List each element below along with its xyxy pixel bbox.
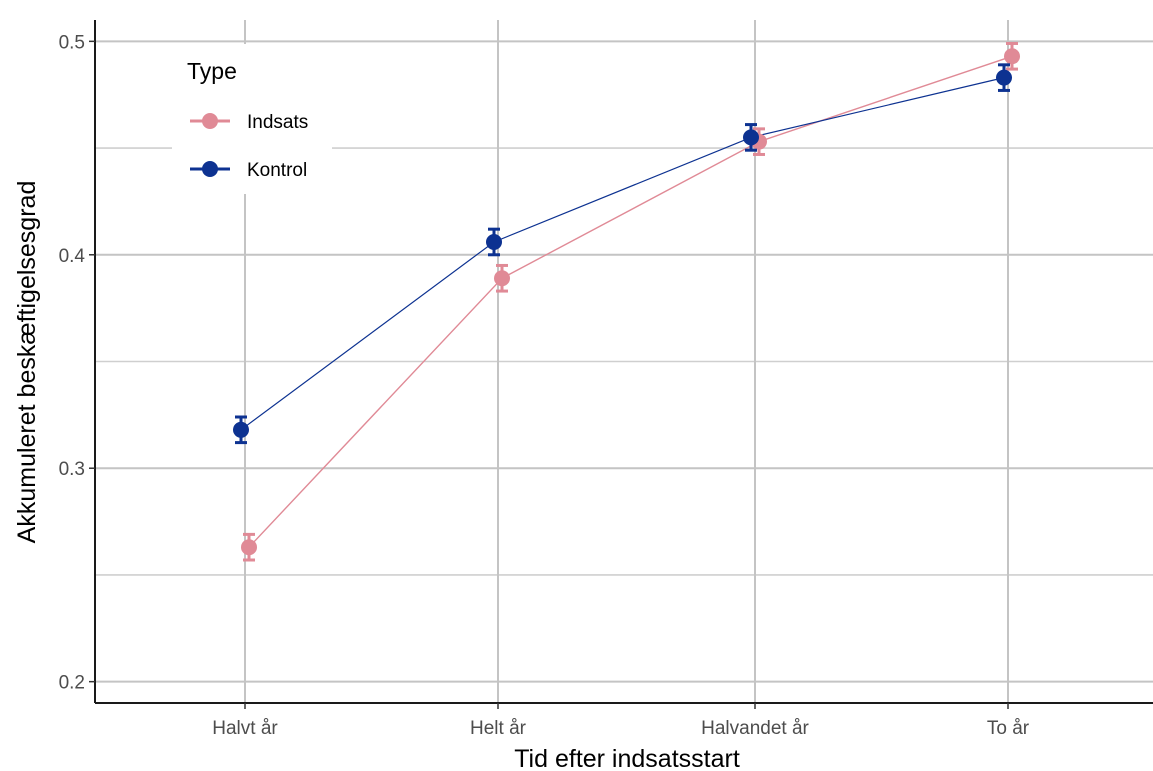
legend-key-marker-kontrol bbox=[202, 161, 218, 177]
x-tick-label-1: Helt år bbox=[470, 718, 527, 739]
x-axis-title: Tid efter indsatsstart bbox=[514, 745, 740, 771]
marker-kontrol-1 bbox=[486, 233, 502, 250]
marker-kontrol-3 bbox=[996, 69, 1012, 86]
legend-items: Indsats Kontrol bbox=[190, 112, 308, 181]
legend-label-kontrol: Kontrol bbox=[247, 160, 307, 181]
marker-kontrol-0 bbox=[233, 421, 249, 438]
marker-kontrol-2 bbox=[743, 129, 759, 146]
x-tick-label-2: Halvandet år bbox=[701, 718, 809, 739]
data-point-kontrol-3 bbox=[996, 63, 1012, 92]
data-point-kontrol-0 bbox=[233, 415, 249, 445]
data-point-indsats-0 bbox=[241, 532, 257, 562]
marker-indsats-0 bbox=[241, 539, 257, 556]
x-tick-label-3: To år bbox=[987, 718, 1030, 739]
marker-indsats-1 bbox=[494, 270, 510, 287]
x-tick-label-0: Halvt år bbox=[212, 718, 278, 739]
y-axis-title: Akkumuleret beskæftigelsesgrad bbox=[13, 181, 41, 544]
series-layer bbox=[233, 41, 1020, 562]
y-tick-label-1: 0.3 bbox=[59, 459, 85, 480]
legend-item-indsats: Indsats bbox=[190, 112, 308, 133]
legend-title: Type bbox=[187, 58, 237, 84]
series-line-kontrol bbox=[240, 77, 1005, 431]
legend-label-indsats: Indsats bbox=[247, 112, 308, 133]
y-tick-label-3: 0.5 bbox=[59, 32, 85, 53]
axis-layer bbox=[94, 20, 1153, 704]
data-point-indsats-3 bbox=[1004, 41, 1020, 71]
data-point-kontrol-1 bbox=[486, 227, 502, 257]
legend-item-kontrol: Kontrol bbox=[190, 160, 307, 181]
legend: Type Indsats Kontrol bbox=[172, 44, 332, 194]
data-point-indsats-1 bbox=[494, 263, 510, 293]
tick-layer: 0.2 0.3 0.4 0.5 Halvt år Helt år Halvandet år T… bbox=[59, 32, 1030, 739]
y-tick-label-0: 0.2 bbox=[59, 673, 85, 694]
legend-key-marker-indsats bbox=[202, 113, 218, 129]
data-point-kontrol-2 bbox=[743, 123, 759, 152]
series-line-indsats bbox=[248, 55, 1013, 548]
y-tick-label-2: 0.4 bbox=[59, 246, 86, 267]
marker-indsats-3 bbox=[1004, 48, 1020, 65]
